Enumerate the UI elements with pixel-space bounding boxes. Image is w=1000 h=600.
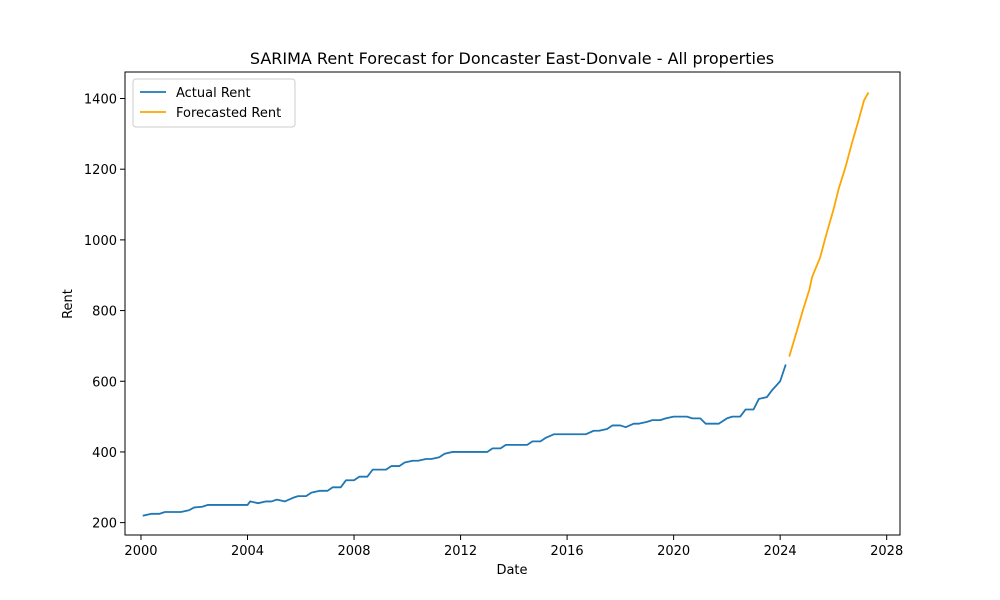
series-line-forecasted-rent: [788, 91, 870, 357]
axes: 2000 2004 2008 2012 2016 2020 2024 2028 200 400 60…: [84, 71, 903, 559]
y-tick-label: 200: [92, 517, 117, 532]
y-axis-title: Rent: [61, 289, 76, 319]
x-tick-label: 2004: [231, 544, 264, 559]
y-tick-label: 800: [92, 305, 117, 320]
legend-label-actual-rent: Actual Rent: [176, 86, 251, 101]
x-tick-label: 2012: [444, 544, 477, 559]
x-tick-label: 2024: [764, 544, 797, 559]
x-axis-title: Date: [496, 563, 527, 578]
x-tick-label: 2016: [551, 544, 584, 559]
y-tick-label: 1400: [84, 93, 117, 108]
plot-area: [142, 91, 870, 517]
y-tick-label: 400: [92, 446, 117, 461]
y-tick-label: 600: [92, 375, 117, 390]
chart-title: SARIMA Rent Forecast for Doncaster East-…: [250, 49, 774, 68]
y-tick-label: 1000: [84, 234, 117, 249]
y-tick-label: 1200: [84, 163, 117, 178]
legend: Actual Rent Forecasted Rent: [132, 78, 296, 128]
series-line-actual-rent: [142, 364, 787, 517]
x-tick-label: 2000: [124, 544, 157, 559]
x-tick-label: 2008: [337, 544, 370, 559]
x-tick-label: 2028: [870, 544, 903, 559]
legend-box: [132, 78, 296, 128]
legend-label-forecasted-rent: Forecasted Rent: [176, 106, 281, 121]
plot-frame: [124, 71, 901, 536]
x-tick-label: 2020: [657, 544, 690, 559]
